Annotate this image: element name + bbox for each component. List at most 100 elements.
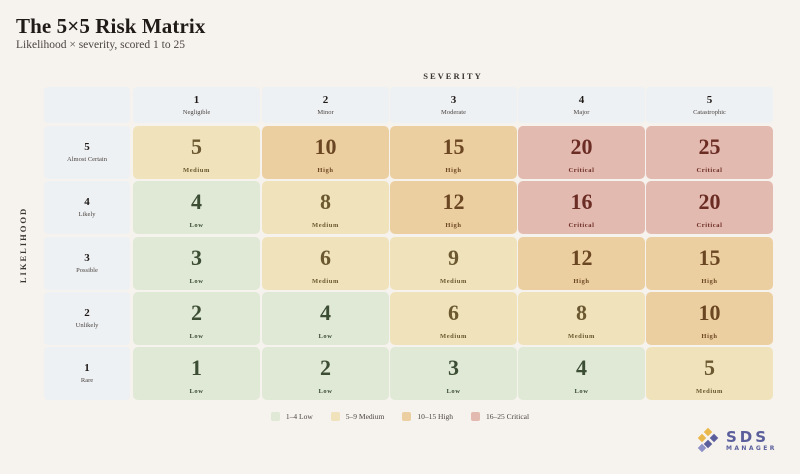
risk-level: Low xyxy=(189,333,204,340)
risk-score: 5 xyxy=(191,134,202,159)
risk-level: Medium xyxy=(439,333,468,340)
risk-cell: 3 Low xyxy=(133,237,260,290)
risk-score: 8 xyxy=(320,189,331,214)
risk-cell: 20 Critical xyxy=(518,126,645,179)
likelihood-label: Possible xyxy=(76,267,98,274)
risk-cell: 4 Low xyxy=(518,347,645,400)
risk-cell: 25 Critical xyxy=(646,126,773,179)
logo-tagline: MANAGER xyxy=(726,444,777,452)
risk-score: 10 xyxy=(698,300,721,325)
likelihood-label: Rare xyxy=(80,377,94,384)
likelihood-header-5: 5 Almost Certain xyxy=(44,126,130,179)
logo: SDS MANAGER xyxy=(696,428,777,454)
risk-cell: 20 Critical xyxy=(646,181,773,234)
risk-cell: 5 Medium xyxy=(646,347,773,400)
logo-diamond-icon xyxy=(697,428,719,453)
risk-cell: 6 Medium xyxy=(262,237,389,290)
risk-level: Medium xyxy=(695,388,724,395)
severity-header-3: 3 Moderate xyxy=(390,87,517,123)
risk-level: High xyxy=(445,222,462,229)
risk-level: High xyxy=(317,167,334,174)
likelihood-label: Likely xyxy=(78,211,96,218)
risk-cell: 12 High xyxy=(518,237,645,290)
page-title: The 5×5 Risk Matrix xyxy=(16,14,206,38)
risk-cell: 16 Critical xyxy=(518,181,645,234)
likelihood-header-3: 3 Possible xyxy=(44,237,130,290)
risk-score: 1 xyxy=(191,355,202,380)
legend-item: 16–25 Critical xyxy=(470,412,529,421)
risk-cell: 5 Medium xyxy=(133,126,260,179)
risk-cell: 4 Low xyxy=(262,292,389,345)
risk-level: Low xyxy=(574,388,589,395)
risk-score: 6 xyxy=(320,245,331,270)
risk-cell: 12 High xyxy=(390,181,517,234)
risk-score: 5 xyxy=(704,355,715,380)
risk-score: 9 xyxy=(448,245,459,270)
matrix-corner xyxy=(44,87,130,123)
risk-level: Low xyxy=(446,388,461,395)
risk-score: 4 xyxy=(191,189,202,214)
legend-swatch xyxy=(470,412,480,421)
risk-cell: 4 Low xyxy=(133,181,260,234)
risk-level: Medium xyxy=(311,222,340,229)
risk-level: Critical xyxy=(568,167,595,174)
legend: 1–4 Low 5–9 Medium 10–15 High 16–25 Critica… xyxy=(0,412,800,421)
risk-level: Low xyxy=(318,388,333,395)
risk-score: 4 xyxy=(576,355,587,380)
severity-number: 2 xyxy=(322,94,329,106)
severity-header-2: 2 Minor xyxy=(262,87,389,123)
risk-score: 6 xyxy=(448,300,459,325)
legend-label: 10–15 High xyxy=(417,412,453,421)
risk-score: 2 xyxy=(191,300,202,325)
risk-cell: 9 Medium xyxy=(390,237,517,290)
legend-swatch xyxy=(330,412,340,421)
risk-level: High xyxy=(573,278,590,285)
risk-score: 3 xyxy=(448,355,459,380)
risk-cell: 10 High xyxy=(262,126,389,179)
risk-level: High xyxy=(445,167,462,174)
risk-score: 2 xyxy=(320,355,331,380)
likelihood-number: 2 xyxy=(84,307,90,319)
x-axis-title: SEVERITY xyxy=(423,71,483,81)
risk-cell: 1 Low xyxy=(133,347,260,400)
severity-number: 5 xyxy=(706,94,713,106)
likelihood-number: 5 xyxy=(84,141,90,153)
risk-score: 3 xyxy=(191,245,202,270)
risk-score: 20 xyxy=(570,134,593,159)
risk-level: Low xyxy=(318,333,333,340)
risk-score: 16 xyxy=(570,189,593,214)
risk-score: 15 xyxy=(698,245,721,270)
severity-header-1: 1 Negligible xyxy=(133,87,260,123)
risk-level: Low xyxy=(189,222,204,229)
risk-level: Medium xyxy=(439,278,468,285)
logo-name: SDS xyxy=(726,427,770,446)
risk-cell: 10 High xyxy=(646,292,773,345)
legend-item: 10–15 High xyxy=(402,412,453,421)
legend-swatch xyxy=(402,412,412,421)
risk-cell: 15 High xyxy=(646,237,773,290)
severity-header-5: 5 Catastrophic xyxy=(646,87,773,123)
likelihood-header-4: 4 Likely xyxy=(44,181,130,234)
risk-cell: 2 Low xyxy=(133,292,260,345)
risk-score: 8 xyxy=(576,300,587,325)
likelihood-number: 3 xyxy=(84,252,90,264)
risk-level: Medium xyxy=(311,278,340,285)
likelihood-header-2: 2 Unlikely xyxy=(44,292,130,345)
risk-cell: 8 Medium xyxy=(262,181,389,234)
severity-number: 3 xyxy=(450,94,457,106)
risk-score: 12 xyxy=(570,245,593,270)
likelihood-number: 1 xyxy=(84,362,90,374)
risk-cell: 2 Low xyxy=(262,347,389,400)
risk-level: Low xyxy=(189,388,204,395)
risk-level: High xyxy=(701,278,718,285)
likelihood-number: 4 xyxy=(84,196,90,208)
risk-score: 4 xyxy=(320,300,331,325)
legend-item: 5–9 Medium xyxy=(330,412,384,421)
risk-level: Low xyxy=(189,278,204,285)
risk-cell: 8 Medium xyxy=(518,292,645,345)
legend-item: 1–4 Low xyxy=(270,412,313,421)
risk-level: Critical xyxy=(568,222,595,229)
risk-level: Medium xyxy=(182,167,211,174)
risk-cell: 6 Medium xyxy=(390,292,517,345)
